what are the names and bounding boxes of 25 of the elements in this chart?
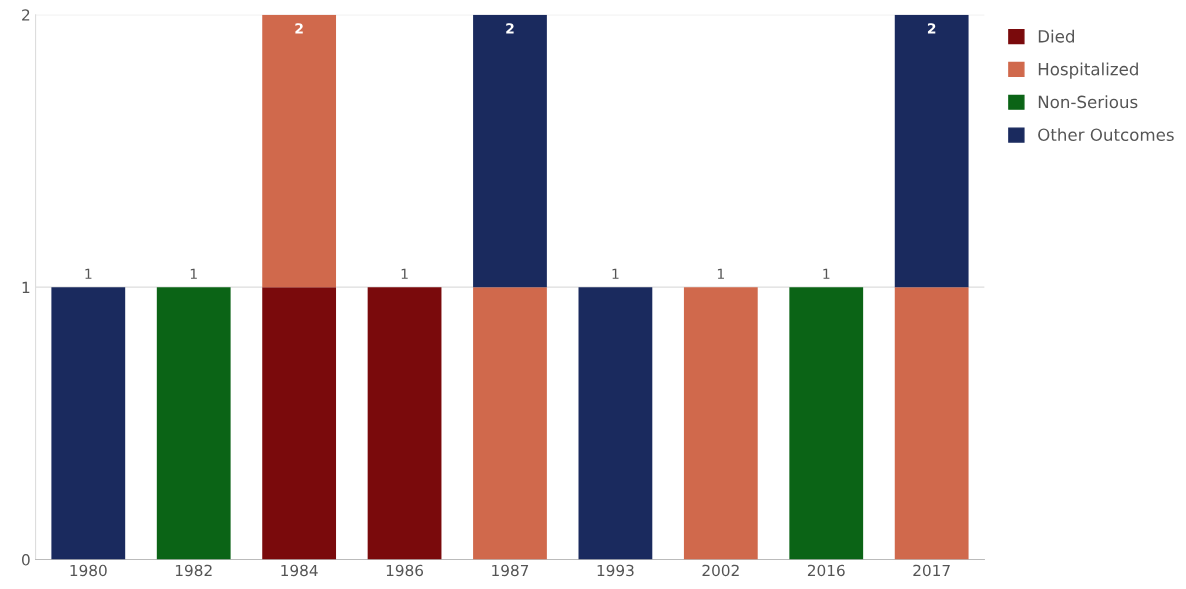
x-tick-label: 2017	[913, 564, 950, 577]
x-tick-label: 1982	[175, 564, 212, 577]
y-tick-label: 1	[22, 281, 30, 293]
y-tick-label: 0	[22, 554, 30, 566]
total-label: 1	[823, 268, 830, 279]
x-tick-label: 2016	[807, 564, 845, 577]
legend-label: Died	[1038, 29, 1074, 43]
x-tick-label: 1987	[492, 564, 529, 577]
legend-label: Non-Serious	[1038, 95, 1138, 109]
legend-label: Hospitalized	[1038, 62, 1138, 79]
total-label: 2	[295, 23, 303, 34]
x-tick-label: 1986	[386, 564, 424, 577]
x-tick-label: 1980	[70, 564, 107, 577]
total-label: 2	[927, 23, 936, 34]
total-label: 1	[717, 268, 724, 279]
total-label: 1	[190, 268, 197, 279]
total-label: 1	[401, 268, 408, 279]
x-tick-label: 1984	[281, 564, 318, 577]
x-tick-label: 1993	[597, 564, 634, 577]
total-label: 1	[612, 268, 619, 279]
y-tick-label: 2	[22, 9, 30, 21]
x-tick-label: 2002	[702, 564, 739, 577]
legend-label: Other Outcomes	[1038, 128, 1174, 142]
total-label: 2	[506, 23, 514, 34]
total-label: 1	[85, 268, 92, 279]
